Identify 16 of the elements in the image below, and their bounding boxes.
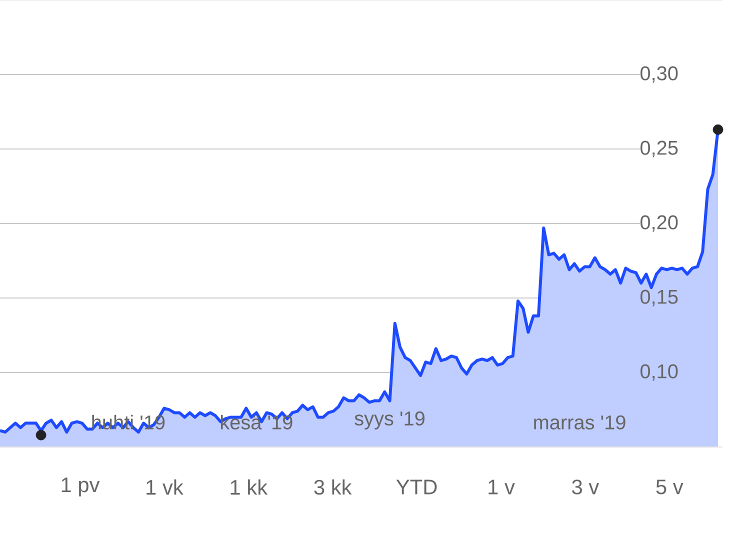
y-tick-label: 0,15	[640, 290, 678, 306]
text: 1 vk	[146, 479, 184, 495]
text: 3 v	[572, 480, 600, 494]
text: YTD	[396, 480, 437, 494]
text: 1 v	[488, 480, 515, 494]
x-tick-label: marras '19	[534, 415, 626, 430]
text: 1 kk	[230, 479, 268, 495]
y-tick-label: 0,25	[640, 140, 678, 158]
text: 3 kk	[314, 479, 352, 495]
y-tick-label: 0,30	[640, 66, 678, 83]
y-tick-label: 0,10	[640, 364, 678, 381]
x-tick-label: syys '19	[354, 411, 424, 430]
y-tick-label: 0,20	[640, 215, 678, 232]
text: 1 pv	[62, 478, 100, 496]
x-tick-label: kesä '19	[220, 414, 292, 430]
text: 5 v	[656, 480, 684, 494]
